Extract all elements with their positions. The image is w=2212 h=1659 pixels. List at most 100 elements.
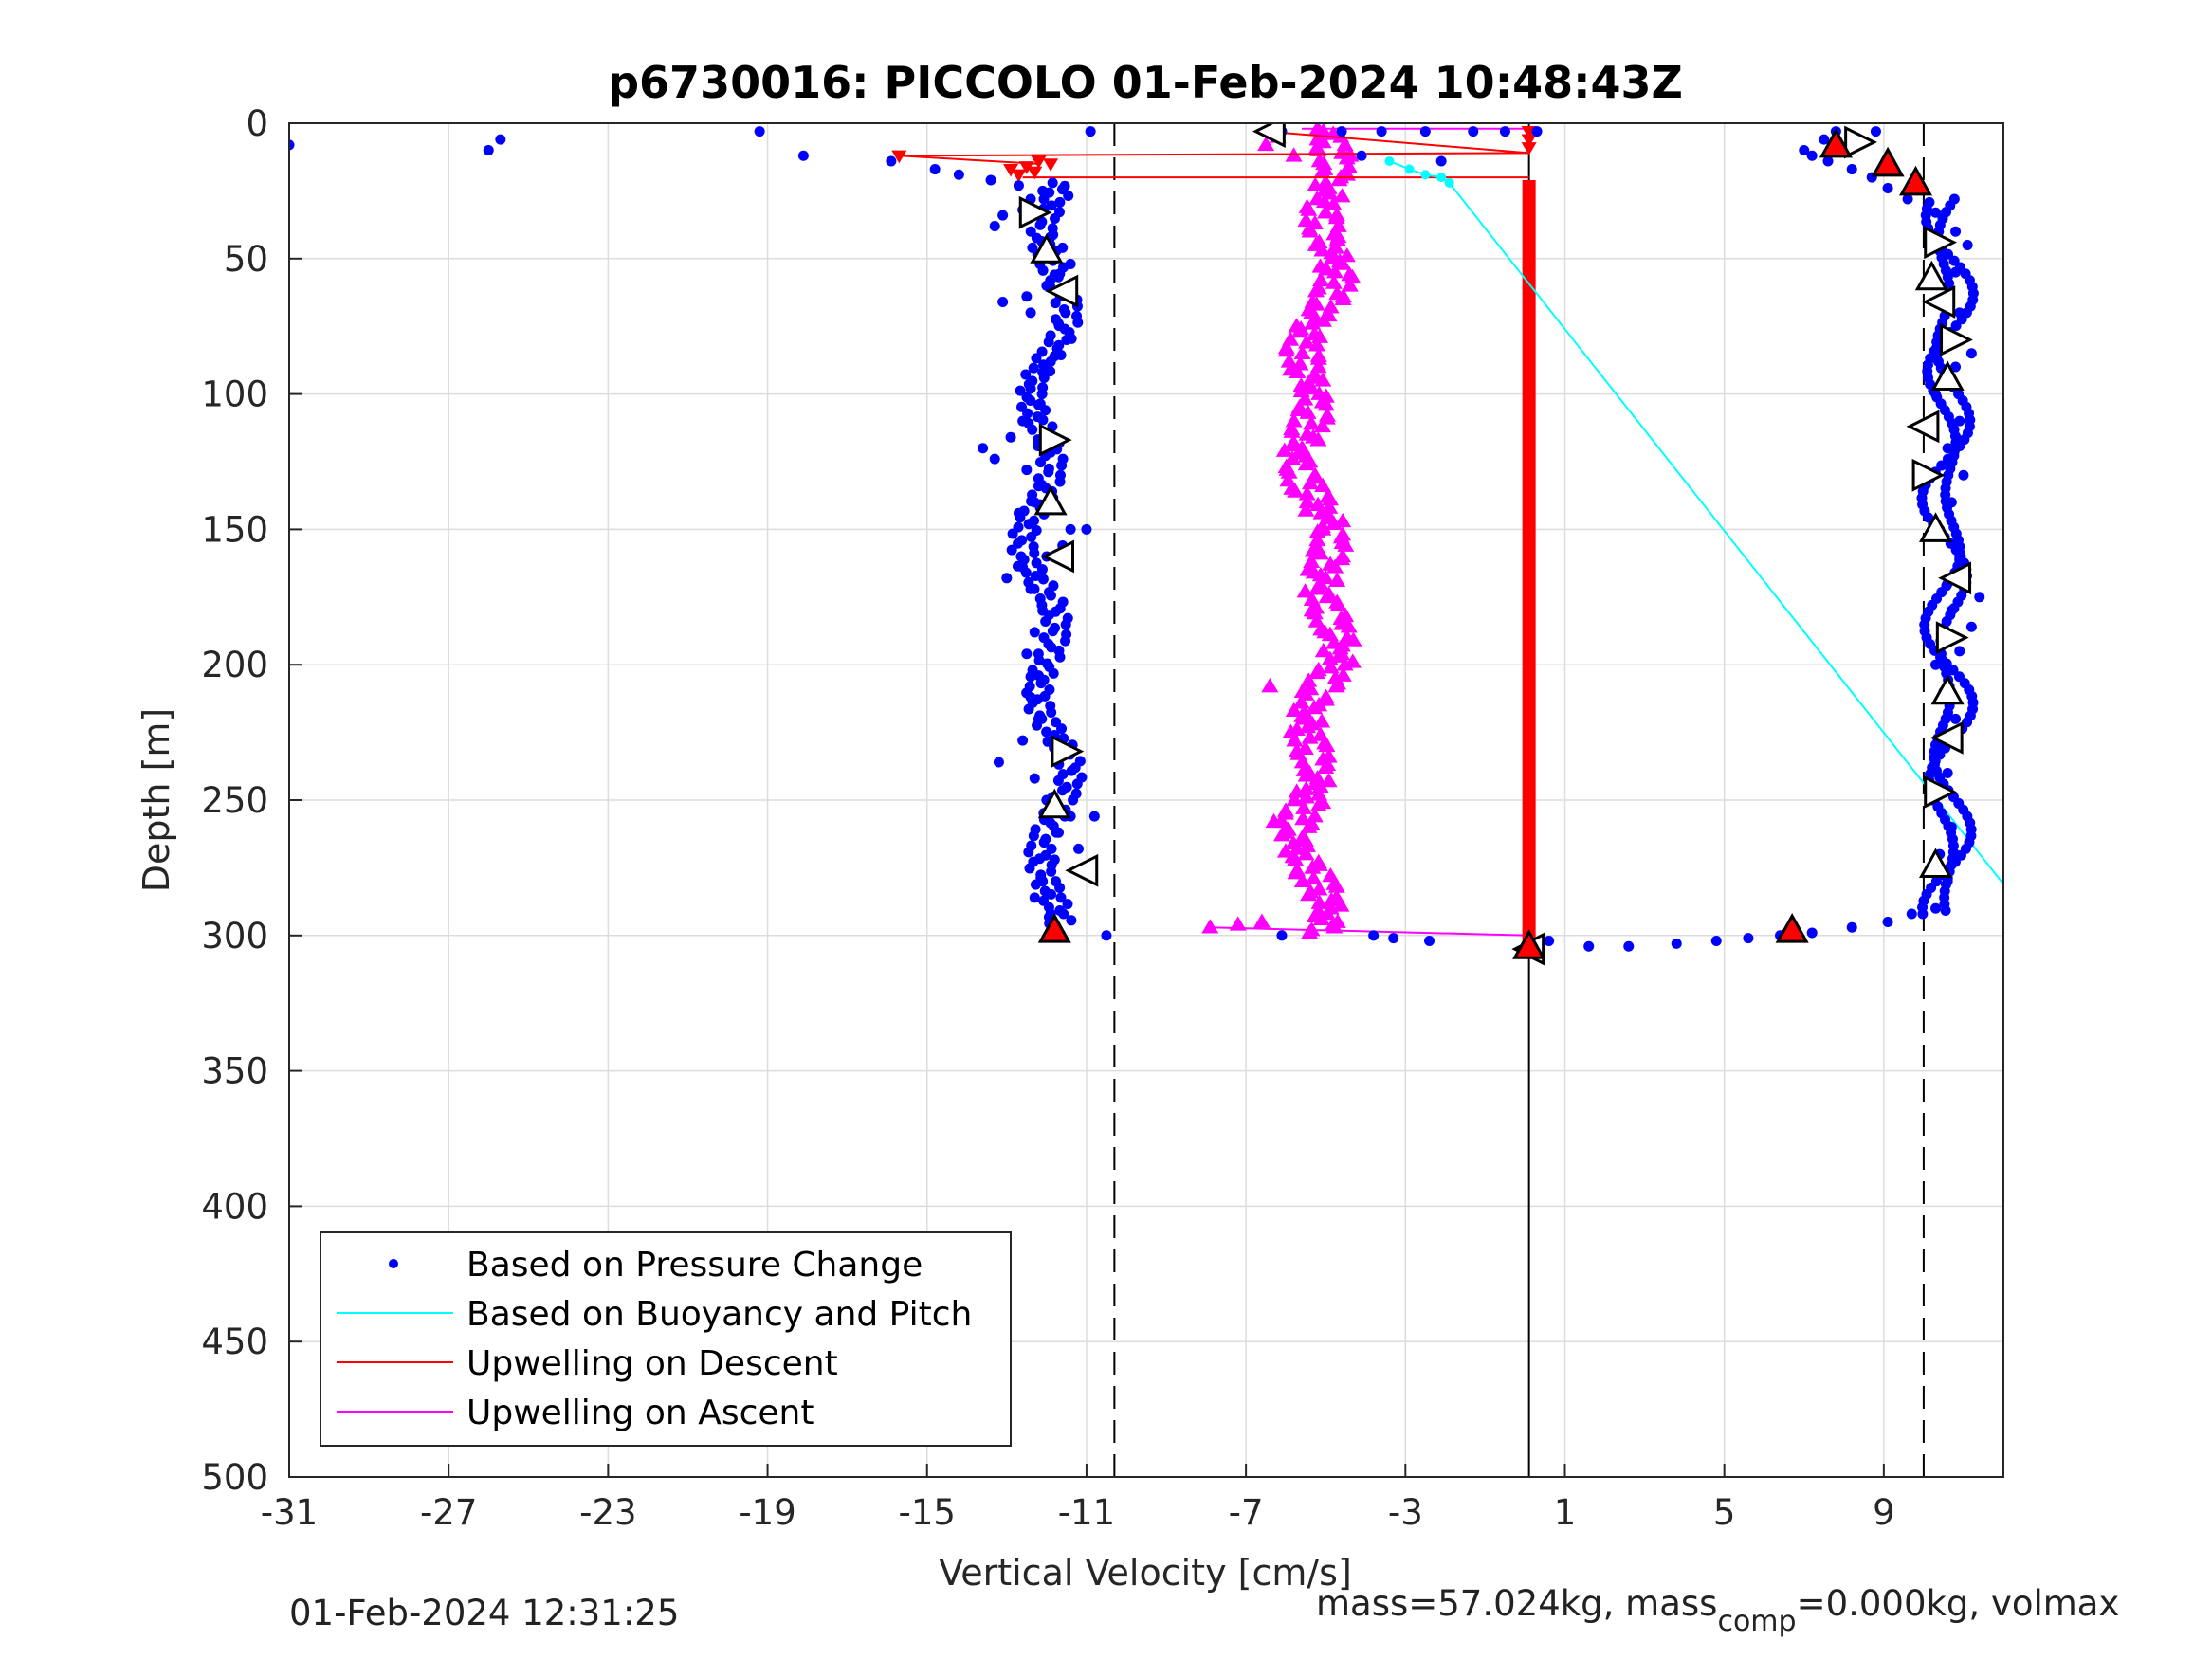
ascent-upwelling-marker (1344, 631, 1362, 647)
pressure-change-point (1950, 713, 1962, 724)
ascent-upwelling-marker (1329, 596, 1347, 611)
pressure-change-point (1065, 523, 1076, 535)
pressure-change-point (1025, 307, 1036, 319)
buoyancy-pitch-point (1436, 173, 1447, 183)
pressure-change-point (1015, 512, 1026, 523)
pressure-change-point (1035, 457, 1047, 468)
pressure-change-point (1023, 519, 1034, 530)
pressure-change-point (1950, 320, 1962, 332)
pressure-change-point (1046, 706, 1057, 718)
descent-upwelling-marker (1043, 158, 1059, 172)
ascent-upwelling-marker (1308, 580, 1326, 595)
ascent-upwelling-marker (1298, 493, 1316, 509)
ascent-upwelling-marker (1313, 163, 1331, 178)
ascent-upwelling-marker (1320, 773, 1338, 788)
ascent-upwelling-marker (1277, 341, 1295, 357)
ascent-upwelling-marker (1325, 515, 1343, 530)
ascent-upwelling-marker (1333, 550, 1351, 566)
open-triangle-marker (1929, 720, 1964, 755)
ascent-upwelling-marker (1327, 678, 1345, 693)
pressure-change-point (1005, 431, 1016, 443)
y-tick-label: 50 (224, 239, 268, 280)
pressure-change-point (1060, 619, 1071, 630)
ascent-upwelling-marker (1299, 404, 1317, 419)
filled-triangle-marker (1512, 929, 1546, 959)
ascent-upwelling-marker (1308, 337, 1326, 352)
pressure-change-point (1085, 126, 1096, 137)
pressure-change-point (1071, 778, 1083, 790)
legend-box (320, 1231, 1012, 1447)
open-triangle-marker (1037, 788, 1071, 819)
pressure-change-point (1419, 126, 1431, 137)
pressure-change-point (1021, 465, 1033, 476)
pressure-change-point (1054, 476, 1066, 487)
ascent-upwelling-marker (1314, 312, 1332, 327)
open-triangle-marker (1930, 674, 1965, 705)
descent-upwelling-marker (891, 150, 907, 164)
open-triangle-marker (1918, 512, 1953, 542)
ascent-upwelling-marker (1307, 664, 1325, 680)
descent-upwelling-marker (1031, 155, 1047, 169)
ascent-upwelling-marker (1314, 372, 1332, 387)
pressure-change-point (997, 296, 1009, 307)
legend-label: Based on Buoyancy and Pitch (466, 1295, 972, 1334)
ascent-upwelling-marker (1283, 423, 1301, 438)
ascent-upwelling-marker (1201, 919, 1219, 934)
ascent-upwelling-line (1210, 926, 1529, 937)
pressure-change-point (1376, 126, 1387, 137)
ascent-upwelling-marker (1308, 523, 1326, 538)
pressure-change-point (1499, 126, 1510, 137)
ascent-upwelling-marker (1332, 897, 1350, 912)
pressure-change-point (1055, 349, 1067, 360)
pressure-change-point (1024, 863, 1035, 874)
ascent-upwelling-marker (1330, 171, 1348, 187)
axes-box (288, 122, 2004, 1478)
ascent-upwelling-marker (1334, 255, 1352, 270)
pressure-change-point (1846, 164, 1857, 175)
pressure-change-point (1974, 592, 1985, 603)
footer-timestamp: 01-Feb-2024 12:31:25 (289, 1593, 680, 1633)
pressure-change-point (1368, 930, 1380, 941)
pressure-change-point (1424, 936, 1435, 947)
pressure-change-point (1806, 150, 1818, 161)
pressure-change-point (1038, 193, 1050, 205)
pressure-change-point (1962, 240, 1973, 251)
pressure-change-point (1066, 915, 1077, 926)
ascent-upwelling-marker (1321, 490, 1339, 506)
pressure-change-point (1930, 902, 1942, 914)
pressure-change-point (1846, 921, 1857, 933)
ascent-upwelling-marker (1327, 209, 1345, 225)
pressure-change-point (1021, 291, 1033, 302)
y-tick-label: 450 (201, 1322, 268, 1362)
ascent-upwelling-marker (1296, 583, 1314, 598)
pressure-change-point (289, 139, 295, 151)
pressure-change-point (1021, 648, 1033, 660)
pressure-change-point (1036, 564, 1048, 575)
pressure-change-point (1036, 389, 1048, 400)
filled-triangle-marker (1871, 146, 1905, 177)
pressure-change-point (1043, 337, 1054, 348)
ascent-upwelling-marker (1325, 274, 1343, 289)
pressure-change-point (1336, 126, 1347, 137)
pressure-change-point (1038, 372, 1050, 383)
pressure-change-point (1073, 843, 1085, 854)
y-tick-label: 400 (201, 1186, 268, 1227)
ascent-upwelling-marker (1337, 537, 1355, 552)
pressure-change-point (1007, 528, 1018, 539)
pressure-change-point (1006, 544, 1017, 556)
ascent-upwelling-marker (1302, 379, 1320, 395)
pressure-change-point (1020, 369, 1032, 380)
ascent-upwelling-marker (1285, 412, 1303, 428)
pressure-change-point (1906, 908, 1917, 920)
pressure-change-point (1052, 271, 1064, 283)
ascent-upwelling-marker (1286, 792, 1304, 807)
x-tick-label: -23 (579, 1492, 636, 1533)
ascent-upwelling-marker (1307, 176, 1325, 191)
filled-triangle-marker (1037, 912, 1071, 943)
ascent-upwelling-marker (1328, 230, 1346, 246)
open-triangle-marker (1924, 226, 1958, 260)
pressure-change-point (1882, 183, 1893, 194)
ascent-upwelling-marker (1340, 157, 1358, 173)
ascent-upwelling-marker (1321, 499, 1339, 514)
